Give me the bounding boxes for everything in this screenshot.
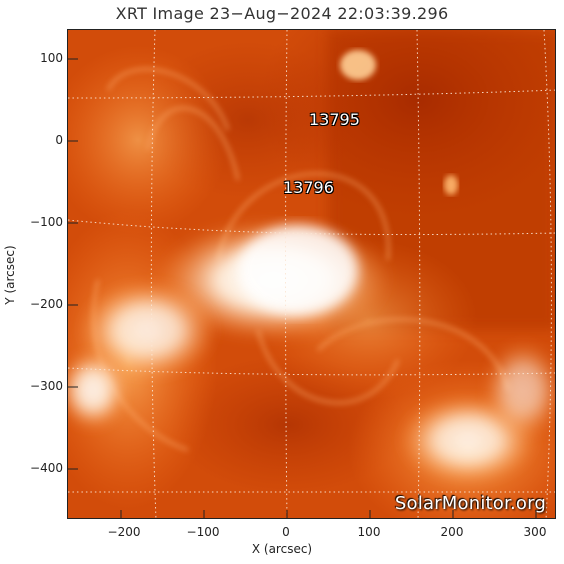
y-tick-label: −100 bbox=[30, 215, 63, 229]
y-tick-label: 0 bbox=[55, 133, 63, 147]
y-tick-label: −300 bbox=[30, 379, 63, 393]
watermark: SolarMonitor.org bbox=[394, 493, 546, 514]
active-region-label: 13795 bbox=[309, 110, 360, 129]
x-tick-label: −100 bbox=[186, 525, 220, 539]
x-tick-label: 200 bbox=[440, 525, 464, 539]
x-tick-label: 300 bbox=[523, 525, 547, 539]
y-axis-label: Y (arcsec) bbox=[3, 245, 17, 305]
y-tick-label: −200 bbox=[30, 297, 63, 311]
x-tick-label: 0 bbox=[282, 525, 290, 539]
y-tick-label: −400 bbox=[30, 461, 63, 475]
x-tick-label: −200 bbox=[107, 525, 141, 539]
x-axis-label: X (arcsec) bbox=[251, 542, 313, 556]
active-region-label: 13796 bbox=[283, 178, 334, 197]
x-tick-label: 100 bbox=[357, 525, 381, 539]
y-tick-label: 100 bbox=[40, 51, 63, 65]
image-title: XRT Image 23−Aug−2024 22:03:39.296 bbox=[115, 4, 449, 23]
solar-image-frame bbox=[67, 29, 556, 519]
solar-xray-image bbox=[68, 30, 555, 518]
